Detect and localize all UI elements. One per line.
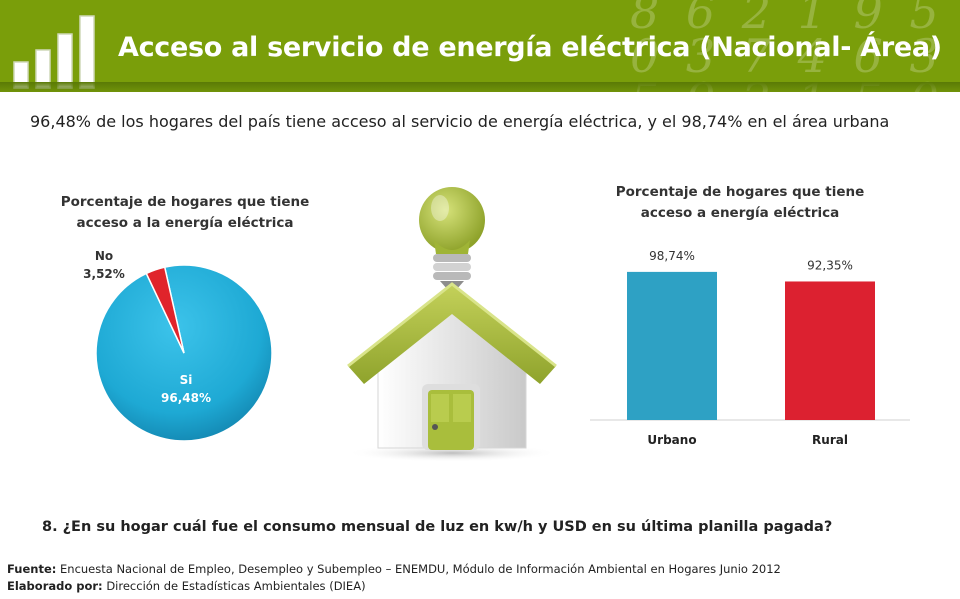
pie-label-si-name: Si xyxy=(180,373,193,387)
prepared-text: Dirección de Estadísticas Ambientales (D… xyxy=(102,579,366,593)
source-line: Fuente: Encuesta Nacional de Empleo, Des… xyxy=(7,561,781,578)
prepared-line: Elaborado por: Dirección de Estadísticas… xyxy=(7,578,781,595)
pie-label-si-value: 96,48% xyxy=(161,391,211,405)
summary-text: 96,48% de los hogares del país tiene acc… xyxy=(30,112,890,131)
bar-urbano xyxy=(627,271,717,420)
x-tick-label-urbano: Urbano xyxy=(647,433,696,447)
bar-chart-title: Porcentaje de hogares que tiene acceso a… xyxy=(615,184,865,221)
footer-notes: Fuente: Encuesta Nacional de Empleo, Des… xyxy=(7,561,781,595)
page-title: Acceso al servicio de energía eléctrica … xyxy=(118,32,942,63)
header-shadow xyxy=(0,82,960,92)
house-lightbulb-illustration xyxy=(346,187,558,462)
header-banner: 8 6 2 1 9 5 0 3 7 4 6 3 8 5 9 2 1 5 0 Ac… xyxy=(0,0,960,92)
source-label: Fuente: xyxy=(7,562,57,576)
pie-label-no-name: No xyxy=(95,249,113,263)
x-tick-label-rural: Rural xyxy=(812,433,848,447)
survey-question: 8. ¿En su hogar cuál fue el consumo mens… xyxy=(42,519,833,535)
pie-slice-no xyxy=(145,266,185,354)
bar-value-label-urbano: 98,74% xyxy=(649,249,695,263)
source-text: Encuesta Nacional de Empleo, Desempleo y… xyxy=(56,562,781,576)
pie-label-no-value: 3,52% xyxy=(83,267,125,281)
bar-value-label-rural: 92,35% xyxy=(807,258,853,272)
pie-chart-title: Porcentaje de hogares que tiene acceso a… xyxy=(60,194,310,231)
bar-chart: 98,74% Urbano 92,35% Rural xyxy=(590,249,910,447)
pie-chart: No 3,52% Si 96,48% xyxy=(83,249,273,442)
prepared-label: Elaborado por: xyxy=(7,579,103,593)
bar-chart-logo-icon xyxy=(13,15,95,89)
bar-rural xyxy=(785,281,875,420)
